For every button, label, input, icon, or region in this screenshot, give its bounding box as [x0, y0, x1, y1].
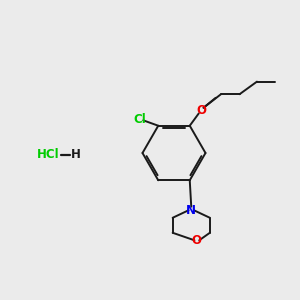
Text: HCl: HCl: [37, 148, 59, 161]
Text: N: N: [186, 204, 196, 217]
Text: Cl: Cl: [133, 112, 146, 126]
Text: O: O: [196, 103, 206, 117]
Text: O: O: [192, 234, 202, 247]
Text: H: H: [71, 148, 80, 161]
